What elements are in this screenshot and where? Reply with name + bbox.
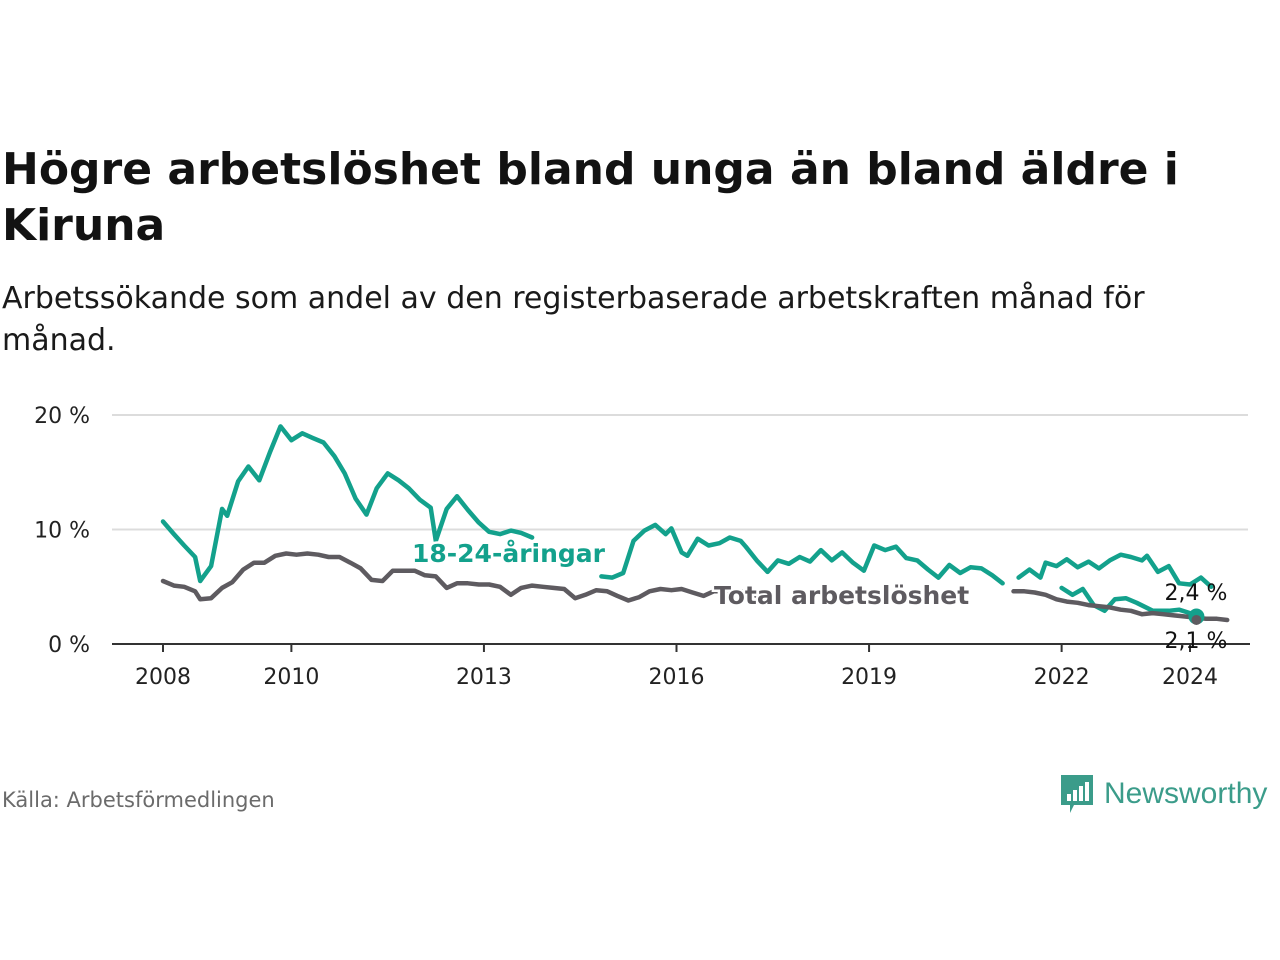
x-axis (112, 643, 1250, 652)
y-tick-label: 10 % (34, 519, 90, 544)
x-tick-label: 2008 (135, 665, 191, 690)
chart-title: Högre arbetslöshet bland unga än bland ä… (2, 144, 1179, 251)
series-line-0-2 (1016, 552, 1214, 590)
x-tick-label: 2019 (841, 665, 897, 690)
x-tick-label: 2024 (1162, 665, 1218, 690)
series-line-1-0 (160, 551, 765, 603)
series-lines (160, 424, 1230, 625)
y-tick-label: 0 % (48, 633, 90, 658)
x-tick-label: 2022 (1034, 665, 1090, 690)
brand-name: Newsworthy (1104, 777, 1268, 810)
labels: 0 % 10 % 20 % 2008 2010 2013 2016 2019 2022 2024 2… (34, 404, 1227, 690)
end-label-youth: 2,4 % (1165, 581, 1228, 606)
x-tick-label: 2016 (649, 665, 705, 690)
series-label-total: Total arbetslöshet (714, 581, 969, 610)
series-label-youth: 18-24-åringar (412, 539, 606, 568)
chart-subtitle: Arbetssökande som andel av den registerb… (2, 281, 1145, 358)
x-tick-label: 2010 (263, 665, 319, 690)
line-chart: 0 % 10 % 20 % 2008 2010 2013 2016 2019 2022 2024 2… (34, 404, 1250, 690)
x-tick-label: 2013 (456, 665, 512, 690)
end-label-total: 2,1 % (1165, 629, 1228, 654)
end-marker-total (1191, 614, 1202, 625)
newsworthy-logo-icon (1061, 775, 1093, 813)
y-tick-label: 20 % (34, 404, 90, 429)
gridlines (112, 414, 1248, 531)
series-line-0-1 (599, 522, 1005, 586)
brand-logo: Newsworthy (1058, 772, 1267, 816)
series-line-0-0 (160, 424, 535, 584)
series-line-0-3 (1059, 585, 1199, 619)
source-note: Källa: Arbetsförmedlingen (2, 788, 275, 812)
